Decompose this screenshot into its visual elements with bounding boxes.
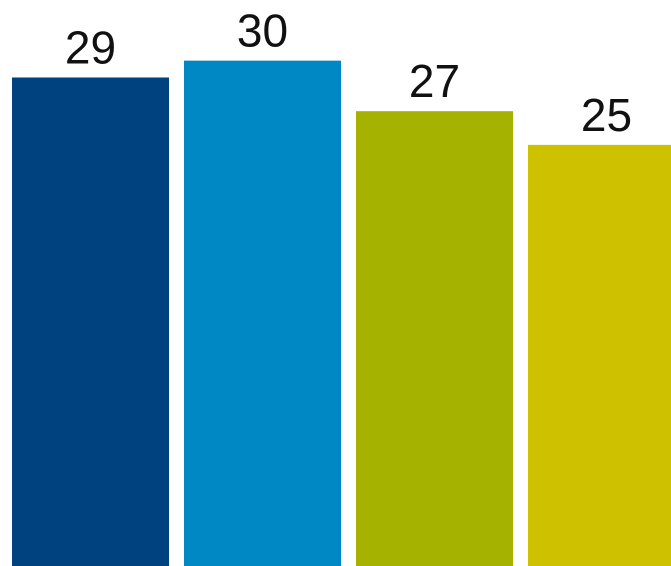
data-label-1: 29: [65, 21, 116, 73]
data-labels-group: 29 30 27 25: [65, 5, 632, 141]
bar-2: [184, 60, 341, 566]
bar-3: [356, 111, 513, 566]
bar-4: [528, 144, 671, 566]
data-label-3: 27: [409, 55, 460, 107]
bar-1: [12, 77, 169, 566]
data-label-2: 30: [237, 5, 288, 57]
bars-group: [12, 60, 671, 566]
data-label-4: 25: [581, 89, 632, 141]
